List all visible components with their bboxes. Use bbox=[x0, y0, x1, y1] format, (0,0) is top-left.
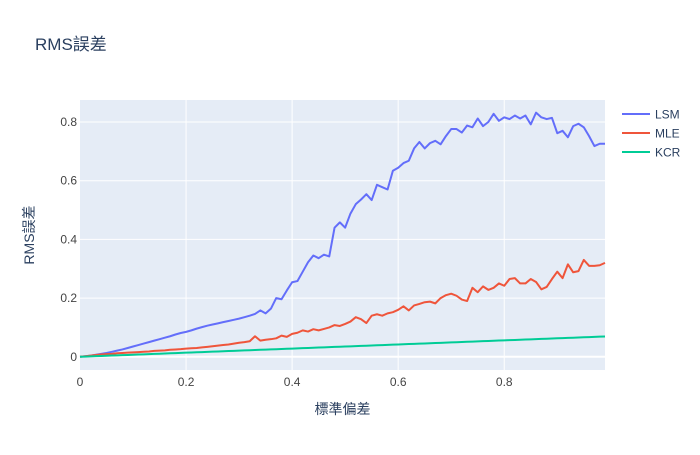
series-line-lsm bbox=[79, 111, 605, 358]
legend: LSM MLE KCR bbox=[622, 108, 681, 160]
x-tick-labels: 0 0.2 0.4 0.6 0.8 bbox=[77, 375, 513, 389]
legend-item-mle[interactable]: MLE bbox=[622, 127, 680, 141]
series-lines bbox=[79, 111, 606, 358]
legend-label-mle: MLE bbox=[655, 127, 680, 141]
x-axis-label: 標準偏差 bbox=[315, 401, 371, 417]
y-axis-label: RMS誤差 bbox=[21, 205, 37, 264]
legend-item-lsm[interactable]: LSM bbox=[622, 108, 680, 122]
x-tick-label: 0.2 bbox=[178, 375, 195, 389]
x-tick-label: 0.8 bbox=[496, 375, 513, 389]
series-line-mle bbox=[79, 258, 606, 358]
y-tick-label: 0.6 bbox=[60, 174, 77, 188]
y-tick-label: 0.2 bbox=[60, 291, 77, 305]
y-tick-label: 0.8 bbox=[60, 115, 77, 129]
grid-lines bbox=[80, 100, 605, 370]
y-tick-label: 0.4 bbox=[60, 232, 77, 246]
legend-label-lsm: LSM bbox=[655, 108, 680, 122]
legend-item-kcr[interactable]: KCR bbox=[622, 146, 681, 160]
x-tick-label: 0.4 bbox=[284, 375, 301, 389]
x-tick-label: 0.6 bbox=[390, 375, 407, 389]
series-line-kcr bbox=[79, 335, 606, 358]
legend-label-kcr: KCR bbox=[655, 146, 681, 160]
y-tick-labels: 0 0.2 0.4 0.6 0.8 bbox=[60, 115, 77, 364]
y-tick-label: 0 bbox=[70, 350, 77, 364]
chart-title: RMS誤差 bbox=[35, 35, 107, 54]
plot-area bbox=[80, 100, 605, 370]
x-tick-label: 0 bbox=[77, 375, 84, 389]
